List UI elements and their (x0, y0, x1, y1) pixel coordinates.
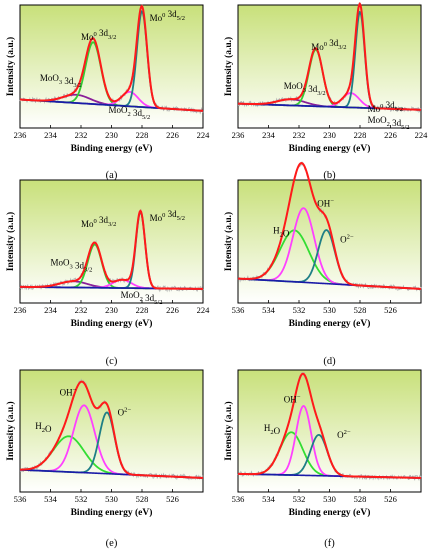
y-axis-title: Intensity (a.u.) (223, 212, 234, 271)
panel-letter: (a) (106, 170, 118, 181)
x-tick-label: 230 (323, 130, 336, 140)
peak-label: MoO2 3d5/2 (108, 105, 150, 121)
panel-letter: (c) (106, 356, 118, 367)
peak-label: Mo0 3d5/2 (150, 209, 185, 223)
peak-label: MoO3 3d3/2 (40, 73, 82, 89)
x-tick-label: 534 (262, 305, 276, 315)
x-tick-label: 232 (293, 130, 306, 140)
peak-label: H2O (273, 225, 290, 238)
x-tick-label: 230 (105, 130, 118, 140)
xps-panel: 536 534 532 530 528 526 Binding energy (eV) Int… (223, 161, 422, 367)
peak-label: H2O (35, 421, 52, 434)
x-tick-label: 530 (323, 305, 336, 315)
x-axis-title: Binding energy (eV) (289, 143, 371, 154)
x-tick-label: 528 (136, 494, 149, 504)
xps-panel: 236 234 232 230 228 226 224 Binding energy (eV)… (5, 4, 211, 181)
x-tick-label: 532 (293, 305, 306, 315)
peak-label: MoO2 3d5/2 (121, 290, 163, 306)
x-tick-label: 226 (166, 305, 179, 315)
peak-label: MoO3 3d3/2 (284, 81, 326, 97)
x-tick-label: 530 (105, 494, 118, 504)
peak-label: Mo0 3d5/2 (368, 100, 403, 114)
x-tick-label: 226 (384, 130, 397, 140)
x-tick-label: 532 (293, 494, 306, 504)
y-axis-title: Intensity (a.u.) (5, 401, 16, 460)
panel-letter: (b) (323, 170, 336, 181)
peak-label: OH− (284, 393, 301, 404)
x-axis-title: Binding energy (eV) (71, 507, 153, 518)
x-axis-title: Binding energy (eV) (71, 318, 153, 329)
x-tick-label: 234 (44, 305, 58, 315)
plot-area (237, 179, 422, 304)
fit-envelope (19, 380, 204, 479)
x-tick-label: 528 (354, 494, 367, 504)
plot-area (19, 179, 204, 304)
x-tick-label: 236 (14, 130, 27, 140)
x-tick-label: 232 (75, 305, 88, 315)
x-tick-label: 534 (44, 494, 58, 504)
fit-envelope (237, 2, 422, 111)
peak-label: MoO2 3d5/2 (368, 115, 410, 131)
x-tick-label: 528 (354, 305, 367, 315)
x-tick-label: 224 (415, 130, 429, 140)
x-tick-label: 526 (166, 494, 179, 504)
x-tick-label: 228 (136, 130, 149, 140)
y-axis-title: Intensity (a.u.) (223, 401, 234, 460)
fit-envelope (19, 4, 204, 112)
x-tick-label: 536 (232, 305, 245, 315)
xps-panel: 536 534 532 530 528 526 Binding energy (eV) Int… (5, 369, 204, 549)
y-axis-title: Intensity (a.u.) (5, 37, 16, 96)
x-axis-title: Binding energy (eV) (289, 318, 371, 329)
plot-area (19, 4, 204, 129)
xps-panel: 236 234 232 230 228 226 224 Binding energy (eV)… (223, 2, 429, 181)
x-tick-label: 236 (232, 130, 245, 140)
xps-panel: 536 534 532 530 528 526 Binding energy (eV) Int… (223, 369, 422, 549)
peak-label: MoO3 3d3/2 (51, 257, 93, 273)
panel-letter: (d) (323, 356, 336, 367)
peak-label: Mo0 3d3/2 (81, 28, 116, 42)
peak-label: Mo0 3d5/2 (150, 9, 185, 23)
peak-label: OH− (317, 198, 334, 209)
x-axis-title: Binding energy (eV) (289, 507, 371, 518)
x-tick-label: 526 (384, 305, 397, 315)
x-tick-label: 224 (197, 130, 211, 140)
x-tick-label: 228 (136, 305, 149, 315)
x-tick-label: 236 (14, 305, 27, 315)
fit-envelope (20, 209, 204, 290)
x-tick-label: 234 (44, 130, 58, 140)
y-axis-title: Intensity (a.u.) (223, 37, 234, 96)
x-tick-label: 232 (75, 130, 88, 140)
fit-envelope (237, 162, 422, 290)
x-tick-label: 526 (384, 494, 397, 504)
x-tick-label: 230 (105, 305, 118, 315)
x-tick-label: 536 (232, 494, 245, 504)
peak-label: Mo0 3d3/2 (81, 215, 116, 229)
x-tick-label: 234 (262, 130, 276, 140)
x-tick-label: 228 (354, 130, 367, 140)
x-tick-label: 536 (14, 494, 27, 504)
panel-letter: (e) (106, 538, 118, 549)
x-tick-label: 224 (197, 305, 211, 315)
peak-label: H2O (264, 423, 281, 436)
xps-panel: 236 234 232 230 228 226 224 Binding energy (eV)… (5, 179, 211, 367)
y-axis-title: Intensity (a.u.) (5, 212, 16, 271)
peak-label: O2− (340, 234, 354, 245)
x-tick-label: 530 (323, 494, 336, 504)
peak-label: O2− (118, 407, 132, 418)
plot-area (237, 369, 422, 493)
x-tick-label: 532 (75, 494, 88, 504)
x-axis-title: Binding energy (eV) (71, 143, 153, 154)
fit-envelope (237, 372, 422, 479)
x-tick-label: 226 (166, 130, 179, 140)
peak-label: Mo0 3d3/2 (311, 38, 346, 52)
peak-label: O2− (337, 429, 351, 440)
panel-letter: (f) (324, 538, 335, 549)
x-tick-label: 534 (262, 494, 276, 504)
peak-label: OH− (60, 386, 77, 397)
